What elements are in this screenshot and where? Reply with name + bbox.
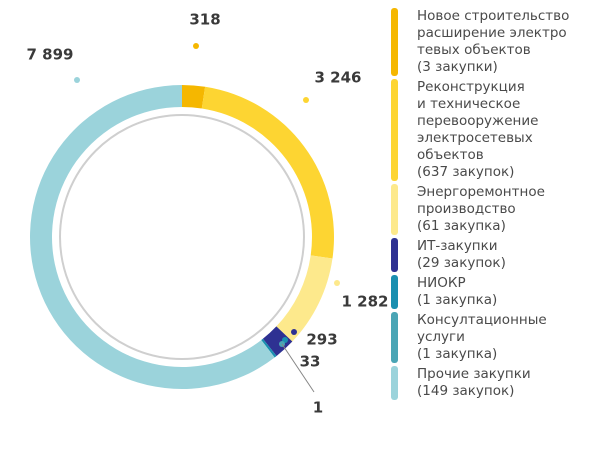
legend-swatch <box>391 8 398 76</box>
legend-item: НИОКР (1 закупка) <box>391 275 596 309</box>
data-label: 318 <box>189 11 220 29</box>
leader-dot <box>291 329 297 335</box>
data-label: 293 <box>306 331 337 349</box>
donut-segment <box>261 338 277 358</box>
leader-line <box>281 343 315 393</box>
legend-swatch <box>391 79 398 181</box>
donut-segment <box>261 340 275 358</box>
legend-label: Энергоремонтное производство (61 закупка… <box>417 184 545 234</box>
legend-item: Консултационные услуги (1 закупка) <box>391 312 596 363</box>
legend-label: ИТ-закупки (29 закупок) <box>417 238 506 271</box>
legend-label: Консултационные услуги (1 закупка) <box>417 312 547 362</box>
legend-swatch <box>391 275 398 309</box>
donut-segment <box>276 255 333 342</box>
data-label: 1 <box>313 399 323 417</box>
legend: Новое строительство расширение электро т… <box>391 8 596 403</box>
data-label: 33 <box>300 353 321 371</box>
legend-swatch <box>391 184 398 235</box>
legend-item: Энергоремонтное производство (61 закупка… <box>391 184 596 235</box>
legend-item: ИТ-закупки (29 закупок) <box>391 238 596 272</box>
data-label: 3 246 <box>315 69 362 87</box>
leader-dot <box>303 97 309 103</box>
leader-dot <box>334 280 340 286</box>
donut-segment <box>30 85 275 389</box>
inner-ring <box>59 114 305 360</box>
leader-dot <box>193 43 199 49</box>
legend-swatch <box>391 238 398 272</box>
legend-label: Прочие закупки (149 закупок) <box>417 366 531 399</box>
legend-label: Реконструкция и техническое перевооружен… <box>417 79 539 180</box>
legend-item: Новое строительство расширение электро т… <box>391 8 596 76</box>
donut-segment <box>182 85 206 109</box>
data-label: 1 282 <box>342 293 389 311</box>
legend-swatch <box>391 366 398 400</box>
legend-item: Прочие закупки (149 закупок) <box>391 366 596 400</box>
data-label: 7 899 <box>27 46 74 64</box>
legend-item: Реконструкция и техническое перевооружен… <box>391 79 596 181</box>
donut-segment <box>201 86 334 259</box>
legend-swatch <box>391 312 398 363</box>
legend-label: НИОКР (1 закупка) <box>417 275 498 308</box>
legend-label: Новое строительство расширение электро т… <box>417 8 570 75</box>
leader-dot <box>74 77 80 83</box>
